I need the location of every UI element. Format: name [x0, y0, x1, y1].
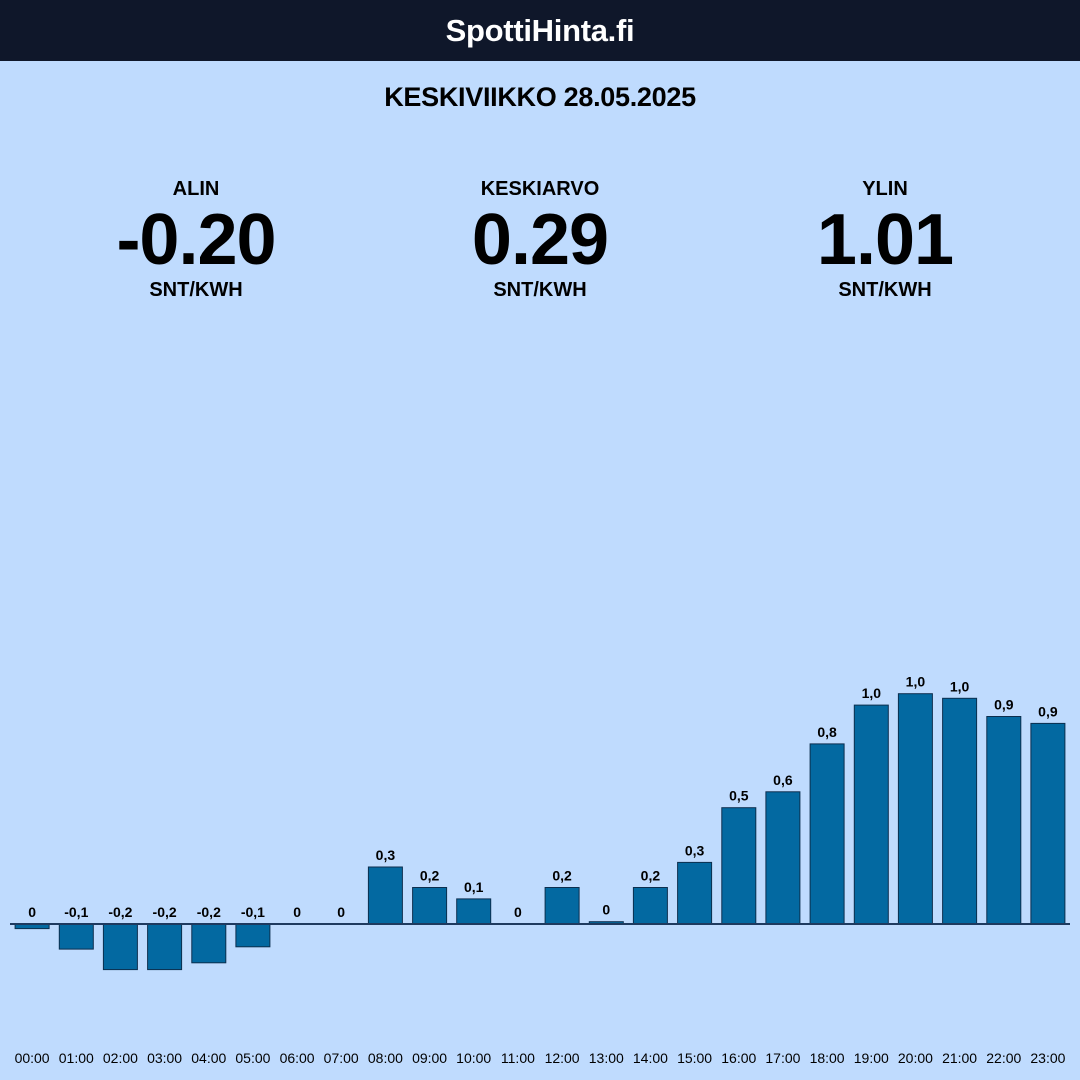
bar-1800	[809, 743, 845, 925]
bar-label: -0,2	[153, 904, 177, 920]
bar-label: 1,0	[862, 685, 882, 701]
bar-1500	[677, 861, 713, 925]
bar-label: 0,2	[552, 868, 572, 884]
bar-label: -0,2	[197, 904, 221, 920]
x-tick-label: 08:00	[368, 1050, 403, 1066]
bar-2100	[942, 697, 978, 925]
x-tick-label: 13:00	[589, 1050, 624, 1066]
bar-label: 0,2	[420, 868, 440, 884]
x-tick-label: 05:00	[235, 1050, 270, 1066]
stat-avg-unit: SNT/KWH	[493, 279, 587, 301]
bar-0900	[412, 887, 448, 925]
bar-1700	[765, 791, 801, 925]
stat-min-label: ALIN	[172, 178, 220, 200]
x-tick-label: 12:00	[545, 1050, 580, 1066]
x-tick-label: 19:00	[854, 1050, 889, 1066]
bar-label: -0,1	[64, 904, 88, 920]
bar-0100	[58, 923, 94, 950]
bar-label: 0	[28, 904, 36, 920]
bar-2000	[897, 693, 933, 925]
x-tick-label: 22:00	[986, 1050, 1021, 1066]
header-bar: SpottiHinta.fi	[0, 0, 1080, 61]
bar-0500	[235, 923, 271, 948]
stat-avg-value: 0.29	[471, 200, 609, 280]
stat-avg-label: KESKIARVO	[480, 178, 600, 200]
x-tick-label: 03:00	[147, 1050, 182, 1066]
bar-label: -0,2	[108, 904, 132, 920]
bar-label: 0,3	[376, 847, 396, 863]
stat-min: ALIN -0.20 SNT/KWH	[46, 176, 346, 302]
bar-label: 0,6	[773, 772, 793, 788]
bar-0800	[367, 866, 403, 925]
bar-label: 0,3	[685, 842, 705, 858]
bar-label: 0,2	[641, 868, 661, 884]
x-tick-label: 04:00	[191, 1050, 226, 1066]
stat-max-unit: SNT/KWH	[838, 279, 932, 301]
stat-avg: KESKIARVO 0.29 SNT/KWH	[390, 176, 690, 302]
site-title[interactable]: SpottiHinta.fi	[445, 12, 635, 48]
x-tick-label: 15:00	[677, 1050, 712, 1066]
stat-min-value: -0.20	[116, 200, 276, 280]
bar-1900	[853, 704, 889, 925]
bar-1200	[544, 887, 580, 925]
x-tick-label: 21:00	[942, 1050, 977, 1066]
bar-1400	[632, 887, 668, 925]
bar-label: -0,1	[241, 904, 265, 920]
stat-max-value: 1.01	[816, 200, 954, 280]
bar-label: 1,0	[906, 674, 926, 690]
x-tick-label: 16:00	[721, 1050, 756, 1066]
x-tick-label: 07:00	[324, 1050, 359, 1066]
bar-label: 0	[514, 904, 522, 920]
bar-0400	[191, 923, 227, 964]
x-tick-label: 09:00	[412, 1050, 447, 1066]
x-tick-label: 00:00	[15, 1050, 50, 1066]
bar-label: 0	[337, 904, 345, 920]
bar-1000	[456, 898, 492, 925]
bar-label: 1,0	[950, 678, 970, 694]
stat-min-unit: SNT/KWH	[149, 279, 243, 301]
x-tick-label: 02:00	[103, 1050, 138, 1066]
bar-label: 0,8	[817, 724, 837, 740]
bar-label: 0,5	[729, 788, 749, 804]
bar-1600	[721, 807, 757, 925]
x-tick-label: 10:00	[456, 1050, 491, 1066]
date-title: KESKIVIIKKO 28.05.2025	[384, 82, 696, 112]
bar-label: 0	[293, 904, 301, 920]
bar-2300	[1030, 722, 1066, 925]
bar-0300	[147, 923, 183, 971]
x-tick-label: 17:00	[765, 1050, 800, 1066]
stat-max-label: YLIN	[862, 178, 908, 200]
stat-max: YLIN 1.01 SNT/KWH	[735, 176, 1035, 302]
x-tick-label: 23:00	[1030, 1050, 1065, 1066]
bar-2200	[986, 716, 1022, 925]
bar-label: 0	[602, 902, 610, 918]
x-tick-label: 20:00	[898, 1050, 933, 1066]
x-tick-label: 01:00	[59, 1050, 94, 1066]
bar-label: 0,9	[1038, 703, 1058, 719]
bar-label: 0,1	[464, 879, 484, 895]
bar-0200	[102, 923, 138, 971]
x-tick-label: 18:00	[810, 1050, 845, 1066]
x-tick-label: 14:00	[633, 1050, 668, 1066]
bar-label: 0,9	[994, 697, 1014, 713]
x-tick-label: 06:00	[280, 1050, 315, 1066]
x-tick-label: 11:00	[501, 1050, 535, 1066]
